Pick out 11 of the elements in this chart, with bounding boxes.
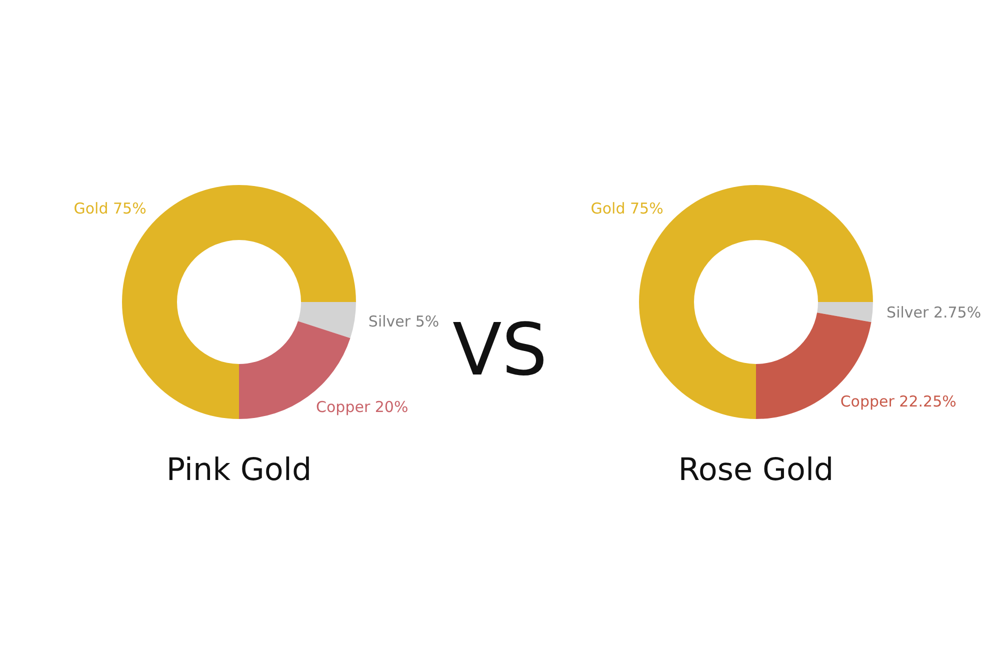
text: VS bbox=[452, 308, 548, 392]
slice-label: Silver 5% bbox=[368, 312, 440, 331]
donut-slice bbox=[298, 302, 356, 338]
slice-label: Gold 75% bbox=[74, 199, 146, 218]
donut-slice bbox=[817, 302, 873, 322]
slice-label: Silver 2.75% bbox=[886, 303, 982, 322]
slice-label: Copper 20% bbox=[316, 398, 408, 416]
text: Pink Gold bbox=[166, 452, 312, 488]
slice-label: Copper 22.25% bbox=[840, 392, 956, 410]
text: Rose Gold bbox=[678, 452, 834, 488]
slice-label: Gold 75% bbox=[590, 199, 664, 218]
